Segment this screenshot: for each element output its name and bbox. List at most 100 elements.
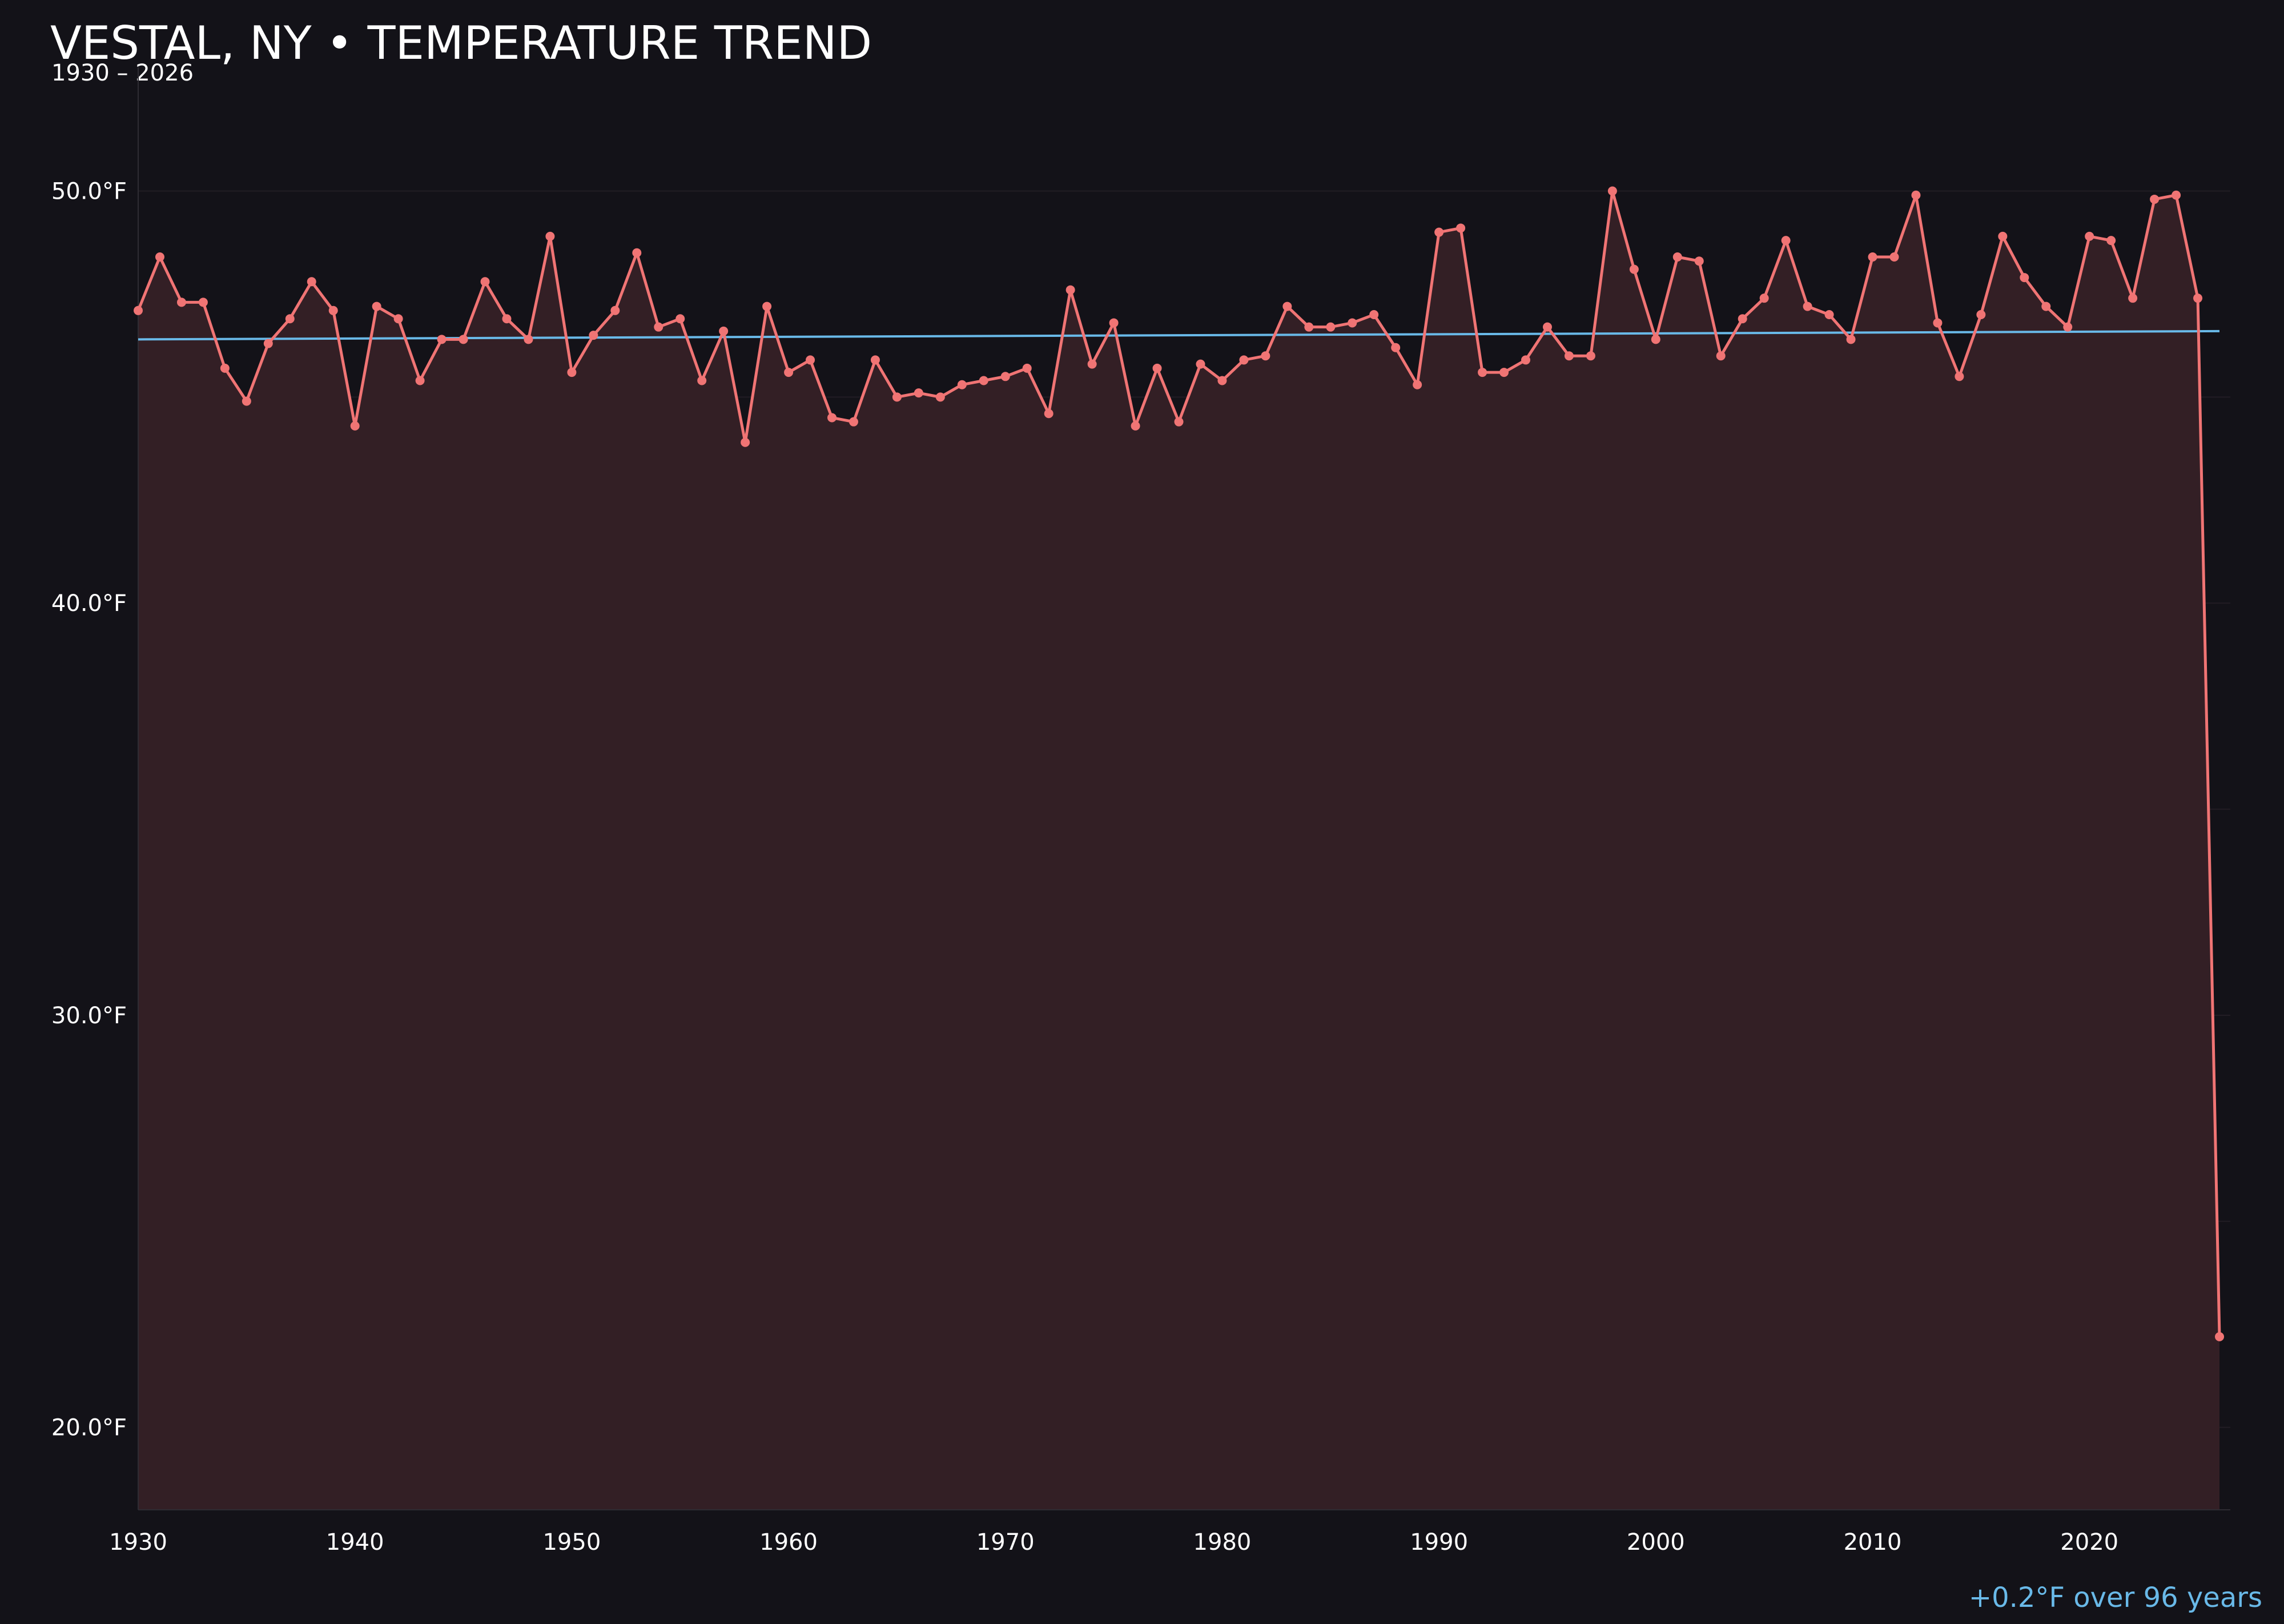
data-point [1824, 310, 1834, 320]
data-point [415, 376, 425, 385]
data-point [1716, 351, 1726, 361]
data-point [1152, 363, 1162, 373]
data-point [1911, 190, 1921, 200]
data-point [2041, 302, 2051, 311]
trend-layer [138, 329, 2220, 341]
data-point [1868, 252, 1877, 262]
data-point [220, 363, 230, 373]
data-point [1738, 314, 1747, 324]
x-tick-label: 2010 [1844, 1529, 1902, 1555]
data-point [1694, 256, 1704, 266]
data-point [524, 335, 533, 344]
data-point [914, 388, 923, 398]
data-point [741, 437, 750, 447]
x-tick-label: 1940 [326, 1529, 384, 1555]
data-point [372, 302, 381, 311]
data-point [654, 322, 664, 332]
data-point [198, 298, 208, 307]
data-point [1413, 380, 1422, 389]
data-point [762, 302, 772, 311]
x-tick-label: 1960 [759, 1529, 818, 1555]
points-layer [134, 186, 2225, 1341]
data-point [480, 277, 490, 287]
y-tick-label: 30.0°F [51, 1003, 127, 1029]
x-tick-label: 1950 [542, 1529, 601, 1555]
data-point [1022, 363, 1032, 373]
data-point [957, 380, 967, 389]
data-point [1456, 223, 1466, 233]
data-point [350, 421, 360, 431]
data-point [1629, 264, 1639, 274]
data-point [2193, 294, 2203, 303]
data-point [1065, 285, 1075, 295]
data-point [1499, 368, 1509, 377]
data-point [1933, 318, 1943, 328]
x-tick-labels: 1930 1940 1950 1960 1970 1980 1990 2000 2010 2020 [109, 1529, 2118, 1555]
data-point [1889, 252, 1899, 262]
x-tick-label: 2020 [2060, 1529, 2118, 1555]
data-point [2172, 190, 2181, 200]
data-point [176, 298, 186, 307]
x-tick-label: 1930 [109, 1529, 167, 1555]
series-area-fill [138, 191, 2220, 1510]
y-tick-label: 50.0°F [51, 179, 127, 205]
data-point [459, 335, 468, 344]
data-point [155, 252, 164, 262]
data-point [849, 417, 858, 427]
data-point [134, 305, 143, 315]
data-point [892, 392, 902, 402]
data-point [1846, 335, 1856, 344]
data-point [1369, 310, 1379, 320]
data-point [1542, 322, 1552, 332]
data-point [1607, 186, 1617, 196]
data-point [784, 368, 794, 377]
area-layer [138, 191, 2220, 1510]
data-point [1564, 351, 1574, 361]
data-point [1282, 302, 1292, 311]
data-point [1348, 318, 1357, 328]
data-point [567, 368, 577, 377]
data-point [2106, 236, 2116, 246]
data-point [1217, 376, 1227, 385]
data-point [1044, 409, 1053, 419]
data-point [307, 277, 316, 287]
data-point [1651, 335, 1660, 344]
x-tick-label: 2000 [1627, 1529, 1685, 1555]
data-point [1781, 236, 1791, 246]
data-point [827, 413, 837, 423]
data-point [1087, 359, 1097, 369]
data-point [285, 314, 295, 324]
x-tick-label: 1990 [1410, 1529, 1468, 1555]
y-tick-label: 40.0°F [51, 590, 127, 617]
data-point [697, 376, 707, 385]
data-point [2150, 194, 2160, 204]
chart-title: VESTAL, NY • TEMPERATURE TREND [50, 17, 872, 70]
data-point [1326, 322, 1336, 332]
data-point [1391, 343, 1401, 352]
data-point [675, 314, 685, 324]
data-point [935, 392, 945, 402]
data-point [1000, 372, 1010, 381]
data-point [1976, 310, 1986, 320]
x-tick-label: 1970 [976, 1529, 1035, 1555]
data-point [589, 331, 598, 340]
data-point [1131, 421, 1140, 431]
data-point [437, 335, 447, 344]
data-point [1586, 351, 1595, 361]
trend-line [138, 329, 2220, 341]
data-point [263, 339, 273, 348]
data-point [2085, 231, 2094, 241]
data-point [545, 231, 555, 241]
trend-summary: +0.2°F over 96 years [1968, 1582, 2262, 1614]
data-point [1239, 355, 1249, 365]
chart-subtitle: 1930 – 2026 [51, 60, 194, 86]
data-point [502, 314, 512, 324]
data-point [2020, 273, 2029, 283]
data-point [1261, 351, 1270, 361]
data-point [1174, 417, 1184, 427]
y-tick-labels: 20.0°F 30.0°F 40.0°F 50.0°F [51, 179, 127, 1441]
data-point [1196, 359, 1205, 369]
data-point [870, 355, 880, 365]
